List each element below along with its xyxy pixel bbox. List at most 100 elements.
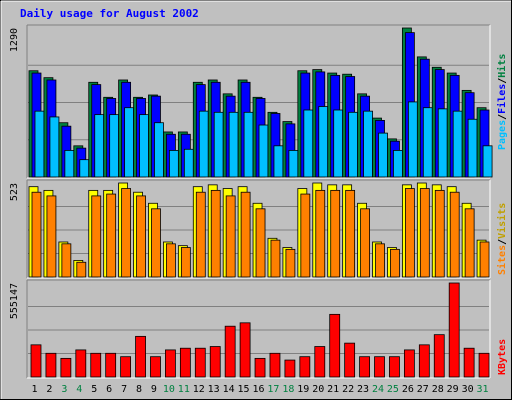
day-label-24: 24 <box>372 384 384 395</box>
bar-pages-day-30 <box>467 118 478 178</box>
legend-sites: Sites <box>496 245 508 275</box>
day-label-21: 21 <box>327 384 339 395</box>
legend-sites-visits: Sites/Visits <box>496 203 508 275</box>
day-label-27: 27 <box>417 384 429 395</box>
legend-pages: Pages <box>497 120 508 150</box>
bar-kbytes-day-5 <box>90 352 102 378</box>
day-label-13: 13 <box>208 384 220 395</box>
bar-kbytes-day-21 <box>329 313 341 378</box>
bar-sites-day-14 <box>225 195 236 278</box>
legend-separator: / <box>497 114 508 120</box>
bar-sites-day-20 <box>315 189 326 278</box>
bar-pages-day-31 <box>482 145 493 178</box>
hits-files-pages-scale-label: 1290 <box>9 28 20 52</box>
bar-pages-day-27 <box>422 107 433 178</box>
bar-pages-day-13 <box>213 111 224 178</box>
bar-pages-day-25 <box>393 150 403 178</box>
bar-kbytes-day-24 <box>374 356 385 378</box>
bar-kbytes-day-13 <box>209 346 221 378</box>
day-label-22: 22 <box>342 384 354 395</box>
bar-pages-day-12 <box>198 110 209 178</box>
bar-kbytes-day-25 <box>389 356 400 378</box>
bar-pages-day-17 <box>273 145 284 178</box>
bar-sites-day-9 <box>151 208 161 278</box>
day-label-11: 11 <box>178 384 190 395</box>
bar-pages-day-29 <box>452 110 463 178</box>
bar-sites-day-16 <box>255 208 266 278</box>
bar-pages-day-14 <box>228 111 239 178</box>
bar-kbytes-day-8 <box>135 335 146 378</box>
bar-pages-day-9 <box>154 122 164 178</box>
day-label-25: 25 <box>387 384 399 395</box>
bar-sites-day-6 <box>106 193 117 278</box>
bar-pages-day-28 <box>437 108 448 178</box>
legend-visits: Visits <box>496 203 508 239</box>
bar-kbytes-day-2 <box>45 352 57 378</box>
bar-pages-day-24 <box>378 132 388 178</box>
bar-pages-day-22 <box>348 111 359 178</box>
bar-pages-day-7 <box>124 107 135 178</box>
bar-kbytes-day-3 <box>60 357 72 378</box>
legend-kbytes: KBytes <box>497 339 508 375</box>
bar-sites-day-31 <box>479 241 490 278</box>
legend-kbytes-label: KBytes <box>497 339 508 375</box>
bar-pages-day-2 <box>49 116 60 178</box>
bar-sites-day-12 <box>195 191 206 278</box>
bar-sites-day-26 <box>404 188 415 278</box>
bar-pages-day-20 <box>318 106 329 178</box>
bar-pages-day-4 <box>79 159 90 178</box>
bar-sites-day-5 <box>91 195 102 278</box>
legend-separator: / <box>497 239 508 245</box>
bar-kbytes-day-20 <box>314 346 326 378</box>
legend-separator: / <box>497 78 508 84</box>
bar-pages-day-6 <box>109 114 120 178</box>
bar-sites-day-1 <box>31 191 42 278</box>
day-label-16: 16 <box>252 384 264 395</box>
bar-sites-day-22 <box>345 189 356 278</box>
bar-pages-day-15 <box>243 111 254 178</box>
bar-pages-day-5 <box>94 114 105 178</box>
day-label-8: 8 <box>136 384 142 395</box>
day-label-1: 1 <box>31 384 37 395</box>
bar-sites-day-2 <box>46 195 57 278</box>
bar-sites-day-10 <box>166 243 176 278</box>
bar-kbytes-day-30 <box>463 347 475 378</box>
day-label-17: 17 <box>267 384 279 395</box>
day-label-31: 31 <box>477 384 489 395</box>
bar-sites-day-28 <box>434 189 445 278</box>
day-label-6: 6 <box>106 384 112 395</box>
bar-sites-day-11 <box>180 247 191 278</box>
legend-files: Files <box>496 84 508 114</box>
bar-pages-day-19 <box>303 109 314 178</box>
bar-sites-day-18 <box>285 248 296 278</box>
bar-kbytes-day-6 <box>105 352 117 378</box>
bar-kbytes-day-1 <box>30 344 42 378</box>
bar-sites-day-30 <box>464 208 475 278</box>
day-label-14: 14 <box>223 384 235 395</box>
bar-pages-day-16 <box>258 124 269 178</box>
day-label-15: 15 <box>238 384 250 395</box>
day-label-29: 29 <box>447 384 459 395</box>
kbytes-scale-label: 555147 <box>9 283 20 319</box>
bar-kbytes-day-26 <box>403 349 415 378</box>
bar-kbytes-day-16 <box>254 357 266 378</box>
bar-sites-day-4 <box>76 261 87 278</box>
bar-pages-day-26 <box>407 101 418 178</box>
bar-sites-day-3 <box>61 243 72 278</box>
bar-kbytes-day-28 <box>433 334 445 378</box>
bar-kbytes-day-11 <box>179 347 191 378</box>
day-label-19: 19 <box>297 384 309 395</box>
bar-sites-day-15 <box>240 191 251 278</box>
bar-kbytes-day-9 <box>150 356 161 378</box>
bar-pages-day-18 <box>288 150 299 178</box>
bar-sites-day-23 <box>360 208 370 278</box>
bar-pages-day-3 <box>64 150 75 178</box>
day-label-2: 2 <box>46 384 52 395</box>
bar-kbytes-day-4 <box>75 349 87 378</box>
bar-pages-day-1 <box>34 110 45 178</box>
bar-kbytes-day-31 <box>478 352 490 378</box>
day-label-4: 4 <box>76 384 82 395</box>
day-label-3: 3 <box>61 384 67 395</box>
